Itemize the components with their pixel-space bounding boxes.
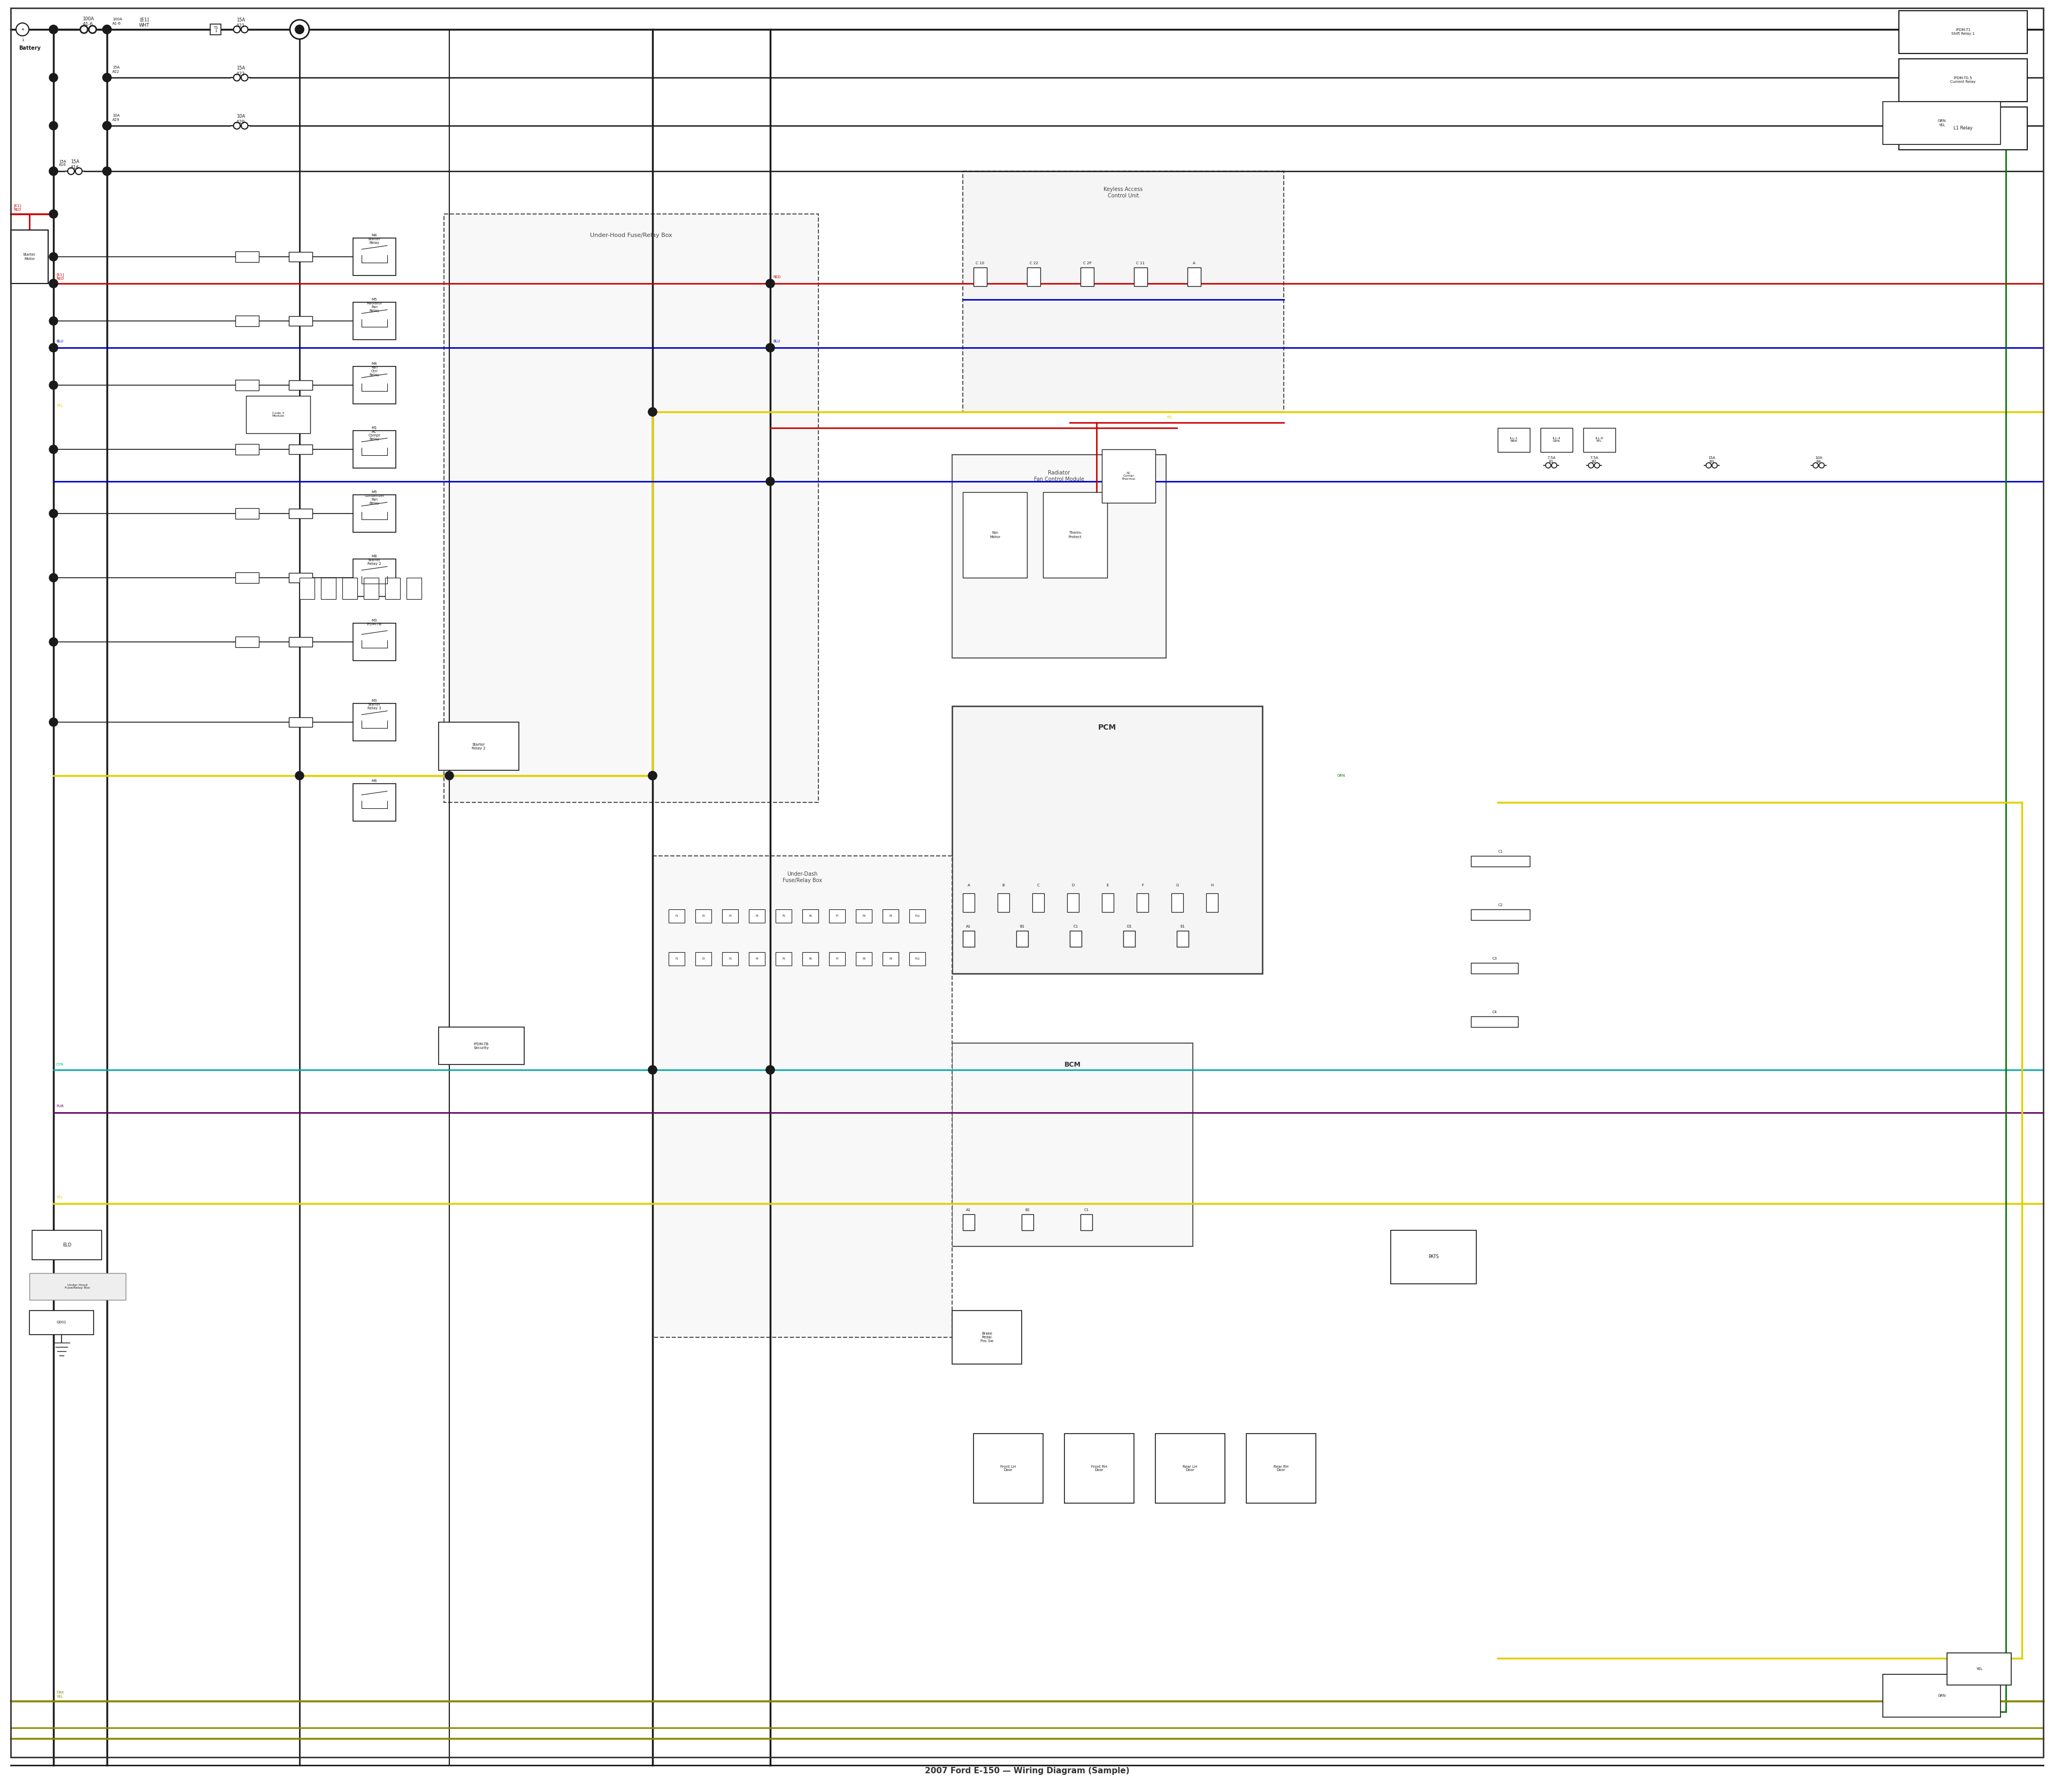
Circle shape <box>80 25 88 34</box>
Text: B1: B1 <box>1019 925 1025 928</box>
Text: RED: RED <box>772 276 781 280</box>
Text: F3: F3 <box>729 914 731 918</box>
Text: AC
Compr
Thermal: AC Compr Thermal <box>1121 471 1136 480</box>
Text: [E1]
RED: [E1] RED <box>55 272 64 280</box>
Circle shape <box>103 167 111 176</box>
Text: A: A <box>1193 262 1195 265</box>
Circle shape <box>68 168 74 174</box>
Circle shape <box>649 407 657 416</box>
Text: GRN: GRN <box>1337 774 1345 778</box>
Bar <box>1171 894 1183 912</box>
Circle shape <box>49 210 58 219</box>
Bar <box>353 238 396 276</box>
Text: 15A
A22: 15A A22 <box>113 66 119 73</box>
Bar <box>830 952 844 966</box>
Text: F9: F9 <box>889 957 891 961</box>
Circle shape <box>103 25 111 34</box>
Circle shape <box>296 25 304 34</box>
Circle shape <box>1707 462 1711 468</box>
Text: F4: F4 <box>756 957 758 961</box>
Text: F3: F3 <box>729 957 731 961</box>
Bar <box>236 251 259 262</box>
Text: F10: F10 <box>914 914 920 918</box>
Circle shape <box>103 73 111 82</box>
Bar <box>210 23 222 34</box>
Text: D1: D1 <box>1126 925 1132 928</box>
Bar <box>353 783 396 821</box>
Text: Battery: Battery <box>18 45 41 50</box>
Circle shape <box>49 253 58 262</box>
Circle shape <box>234 73 240 81</box>
Circle shape <box>103 122 111 131</box>
Circle shape <box>49 509 58 518</box>
Text: BLU: BLU <box>55 340 64 342</box>
Text: Starter
Relay 2: Starter Relay 2 <box>472 742 485 749</box>
Text: M4
Fan
Ctrl
Relay: M4 Fan Ctrl Relay <box>370 362 380 376</box>
Bar <box>803 909 817 923</box>
Circle shape <box>103 73 111 82</box>
Bar <box>407 577 421 599</box>
Bar <box>320 577 337 599</box>
Circle shape <box>296 771 304 780</box>
Bar <box>290 638 312 647</box>
Bar <box>353 624 396 661</box>
Text: IPDM-TB
Security: IPDM-TB Security <box>474 1043 489 1050</box>
Text: L1 Relay: L1 Relay <box>1953 125 1972 131</box>
Bar <box>1033 894 1043 912</box>
Text: F5: F5 <box>783 957 785 961</box>
Text: F9: F9 <box>889 914 891 918</box>
Text: CYN: CYN <box>55 1063 64 1066</box>
Bar <box>386 577 401 599</box>
Bar <box>1124 930 1136 946</box>
Bar <box>353 559 396 597</box>
Text: G001: G001 <box>55 1321 66 1324</box>
Text: C 2P: C 2P <box>1082 262 1091 265</box>
Bar <box>1021 1215 1033 1231</box>
Bar <box>440 722 520 771</box>
Circle shape <box>1588 462 1594 468</box>
Text: PATS: PATS <box>1428 1254 1440 1260</box>
Text: F: F <box>1142 883 1144 887</box>
Text: C1: C1 <box>1085 1208 1089 1211</box>
Text: A1: A1 <box>965 1208 972 1211</box>
Bar <box>290 573 312 582</box>
Bar <box>696 952 711 966</box>
Bar <box>1043 493 1107 577</box>
Circle shape <box>103 25 111 34</box>
Bar <box>1471 909 1530 919</box>
Circle shape <box>296 25 304 34</box>
Text: M5
Condenser
Fan
Relay: M5 Condenser Fan Relay <box>364 491 384 505</box>
Text: C 11: C 11 <box>1136 262 1144 265</box>
Bar <box>440 1027 524 1064</box>
Text: C2: C2 <box>1497 903 1504 907</box>
Bar <box>236 380 259 391</box>
Text: M4
Starter
Relay: M4 Starter Relay <box>368 233 380 244</box>
Text: F4: F4 <box>756 914 758 918</box>
Circle shape <box>49 73 58 82</box>
Bar <box>290 444 312 453</box>
Bar <box>1070 930 1082 946</box>
Bar <box>353 430 396 468</box>
Text: F1: F1 <box>676 957 678 961</box>
Text: F2: F2 <box>702 957 705 961</box>
Text: Brake
Pedal
Pos Sw: Brake Pedal Pos Sw <box>980 1331 994 1342</box>
Bar <box>998 894 1009 912</box>
Text: 15A
A21: 15A A21 <box>236 18 244 29</box>
Text: G: G <box>1175 883 1179 887</box>
Bar <box>290 717 312 728</box>
Circle shape <box>766 280 774 289</box>
Bar <box>236 572 259 582</box>
Circle shape <box>16 23 29 36</box>
Bar <box>353 366 396 403</box>
Text: F1: F1 <box>676 914 678 918</box>
Text: 15A
B3: 15A B3 <box>1709 457 1715 464</box>
Bar <box>10 229 47 283</box>
Circle shape <box>446 771 454 780</box>
Text: ELD: ELD <box>62 1242 72 1247</box>
Text: 7.5A
B2: 7.5A B2 <box>1590 457 1598 464</box>
Text: C 10: C 10 <box>976 262 984 265</box>
Bar <box>444 213 817 803</box>
Text: T1
1: T1 1 <box>214 25 218 32</box>
Text: C1: C1 <box>1497 849 1504 853</box>
Bar <box>953 455 1167 658</box>
